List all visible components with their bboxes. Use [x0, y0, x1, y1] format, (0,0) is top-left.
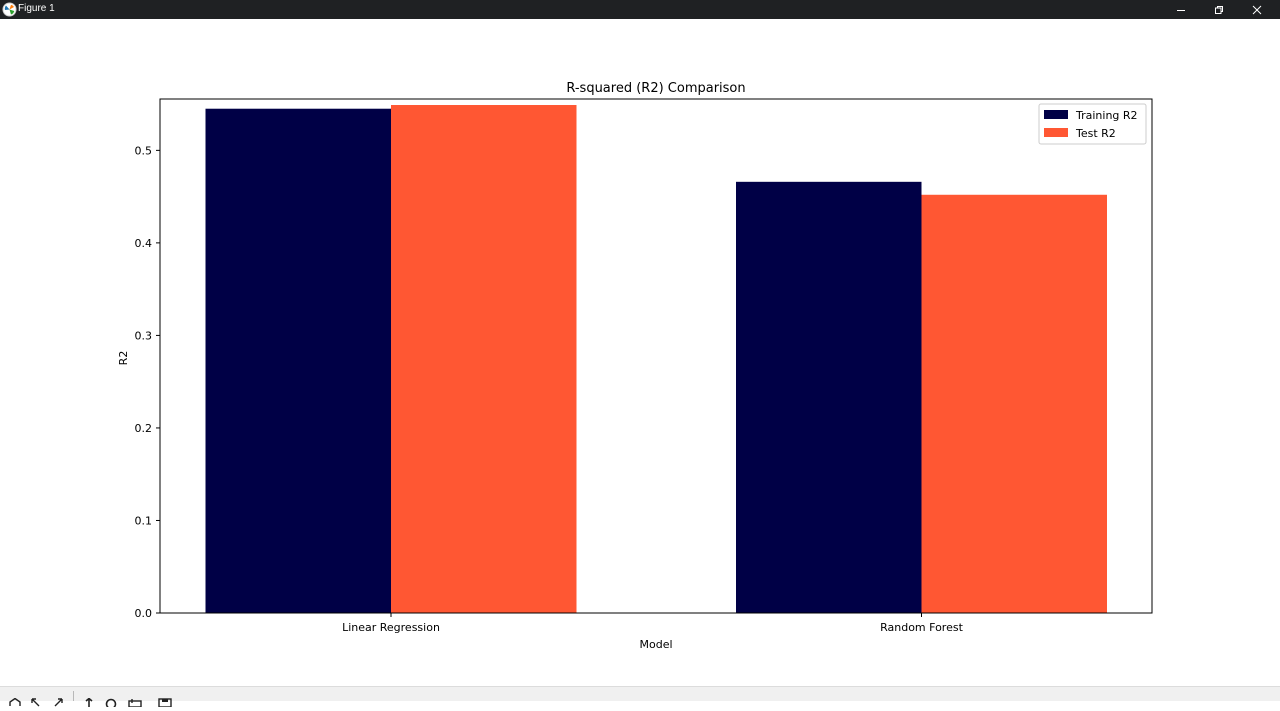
legend-label: Training R2 [1075, 109, 1138, 122]
bar-random-forest-test-r2 [921, 194, 1107, 614]
y-tick-label: 0.3 [135, 329, 153, 342]
bar-random-forest-training-r2 [736, 181, 922, 614]
legend-label: Test R2 [1075, 127, 1116, 140]
y-tick-label: 0.0 [135, 607, 153, 620]
close-icon [1252, 5, 1262, 14]
legend-swatch [1044, 110, 1068, 119]
navigation-toolbar [0, 686, 1280, 710]
window-titlebar: Figure 1 [0, 0, 1280, 19]
legend: Training R2 Test R2 [1038, 103, 1147, 145]
window-title: Figure 1 [18, 3, 55, 14]
bar-linear-regression-training-r2 [205, 108, 391, 613]
restore-icon [1215, 5, 1223, 14]
minimize-icon [1177, 9, 1185, 11]
x-tick-label: Linear Regression [342, 621, 440, 634]
y-axis-label: R2 [117, 351, 130, 366]
x-axis-ticks: Linear Regression Random Forest [342, 613, 964, 634]
legend-swatch [1044, 128, 1068, 137]
bars-group [205, 105, 1107, 614]
bar-chart: R-squared (R2) Comparison 0.00.10.20.30.… [117, 81, 1153, 651]
axes-frame [159, 98, 1153, 614]
chart-title: R-squared (R2) Comparison [566, 81, 745, 96]
y-tick-label: 0.4 [135, 237, 153, 250]
matplotlib-app-icon [2, 2, 17, 17]
close-button[interactable] [1238, 0, 1276, 19]
y-tick-label: 0.5 [135, 144, 153, 157]
y-tick-label: 0.2 [135, 422, 153, 435]
minimize-button[interactable] [1162, 0, 1200, 19]
y-axis-ticks: 0.0 0.1 0.2 0.3 0.4 0.5 [135, 144, 160, 620]
y-tick-label: 0.1 [135, 514, 153, 527]
restore-button[interactable] [1200, 0, 1238, 19]
figure-canvas: R-squared (R2) Comparison 0.0 0.1 0.2 0.3 0.… [0, 19, 1280, 686]
x-axis-label: Model [639, 638, 672, 651]
bar-linear-regression-test-r2 [391, 105, 577, 613]
toolbar-separator [73, 691, 74, 701]
x-tick-label: Random Forest [880, 621, 963, 634]
